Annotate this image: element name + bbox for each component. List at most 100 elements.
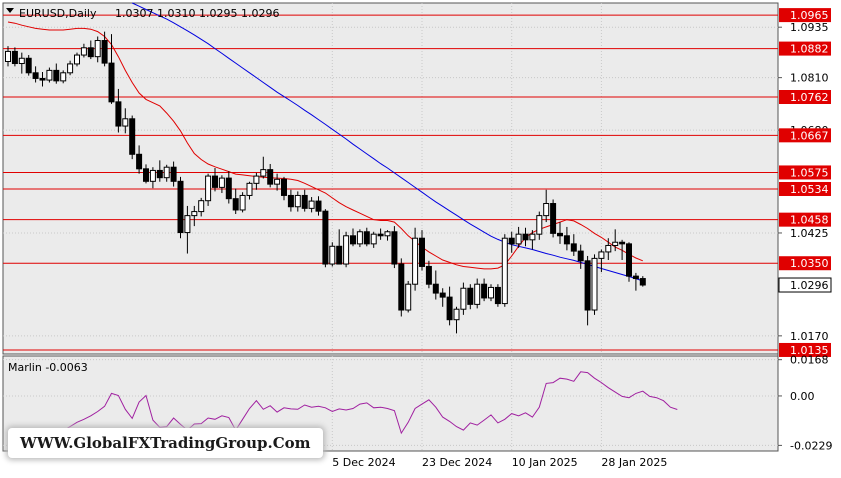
candle[interactable]	[370, 231, 377, 248]
candle[interactable]	[260, 156, 267, 179]
candle[interactable]	[94, 36, 101, 63]
candle[interactable]	[225, 171, 232, 204]
candle[interactable]	[570, 234, 577, 256]
candle[interactable]	[343, 231, 350, 268]
candle[interactable]	[232, 188, 239, 215]
candle[interactable]	[336, 229, 343, 265]
candle[interactable]	[501, 234, 508, 307]
candle-body-bullish	[74, 54, 80, 65]
candle[interactable]	[584, 255, 591, 326]
candle[interactable]	[384, 230, 391, 241]
candle[interactable]	[25, 55, 32, 76]
candle[interactable]	[308, 197, 315, 213]
candle[interactable]	[74, 52, 80, 67]
candle[interactable]	[619, 239, 626, 260]
candle-body-bearish	[467, 287, 474, 305]
candle[interactable]	[39, 71, 46, 87]
candle-body-bearish	[577, 250, 584, 262]
candle[interactable]	[481, 278, 488, 302]
moving-average-blue	[131, 2, 643, 282]
candle[interactable]	[508, 231, 515, 253]
candle[interactable]	[287, 189, 294, 212]
candle[interactable]	[274, 173, 281, 191]
candle[interactable]	[5, 46, 11, 67]
candle[interactable]	[350, 228, 356, 247]
candle[interactable]	[322, 209, 329, 268]
candle[interactable]	[543, 189, 550, 223]
candle[interactable]	[177, 176, 184, 239]
candle[interactable]	[212, 168, 218, 192]
candle[interactable]	[529, 230, 536, 250]
candle[interactable]	[598, 249, 605, 273]
candle[interactable]	[522, 227, 529, 247]
candle[interactable]	[267, 163, 274, 188]
candle[interactable]	[453, 306, 460, 334]
candle[interactable]	[577, 244, 584, 269]
candle[interactable]	[446, 286, 453, 326]
candle[interactable]	[253, 172, 260, 190]
candle[interactable]	[439, 288, 446, 307]
candle[interactable]	[488, 284, 494, 302]
candle[interactable]	[391, 226, 398, 269]
candle[interactable]	[218, 175, 225, 194]
candle[interactable]	[205, 173, 212, 206]
candle[interactable]	[425, 260, 432, 289]
candle[interactable]	[149, 167, 156, 189]
candle[interactable]	[67, 60, 74, 76]
candle[interactable]	[557, 222, 563, 244]
candle[interactable]	[639, 276, 646, 287]
candle[interactable]	[87, 40, 94, 60]
candle[interactable]	[122, 108, 129, 134]
candle[interactable]	[612, 229, 619, 252]
price-plot-area[interactable]	[2, 2, 779, 355]
candle[interactable]	[136, 145, 143, 174]
candle[interactable]	[11, 47, 18, 67]
candle[interactable]	[515, 226, 522, 248]
candle[interactable]	[281, 176, 287, 201]
candle[interactable]	[170, 161, 177, 187]
candle[interactable]	[605, 238, 612, 260]
candle[interactable]	[398, 258, 405, 317]
candle[interactable]	[246, 181, 253, 200]
candle[interactable]	[294, 191, 301, 212]
candle[interactable]	[329, 242, 336, 267]
candle[interactable]	[32, 66, 39, 83]
candle[interactable]	[460, 282, 467, 315]
candle[interactable]	[363, 227, 370, 247]
candle[interactable]	[419, 230, 425, 271]
candle[interactable]	[377, 228, 384, 240]
candle[interactable]	[563, 226, 570, 251]
candle[interactable]	[315, 196, 322, 216]
candle[interactable]	[356, 229, 363, 248]
candle[interactable]	[46, 67, 53, 83]
candle[interactable]	[101, 31, 108, 67]
candle[interactable]	[163, 164, 170, 182]
candle[interactable]	[474, 278, 481, 309]
candle[interactable]	[494, 284, 501, 307]
candle[interactable]	[80, 43, 87, 58]
candle[interactable]	[467, 284, 474, 310]
candle[interactable]	[432, 270, 439, 300]
dropdown-arrow-icon[interactable]	[6, 8, 14, 13]
candle[interactable]	[239, 192, 246, 213]
candle[interactable]	[405, 280, 412, 313]
candle[interactable]	[550, 199, 557, 238]
candle[interactable]	[536, 211, 543, 240]
candle[interactable]	[143, 164, 149, 184]
candle-body-bullish	[18, 57, 25, 65]
candle[interactable]	[301, 189, 308, 212]
candle[interactable]	[412, 227, 419, 291]
candle[interactable]	[129, 115, 136, 160]
candle[interactable]	[18, 52, 25, 74]
candle[interactable]	[626, 242, 632, 282]
candle[interactable]	[198, 197, 205, 217]
candle[interactable]	[156, 160, 163, 182]
candle[interactable]	[108, 34, 115, 104]
candle[interactable]	[191, 205, 198, 227]
candle[interactable]	[115, 88, 122, 133]
candle[interactable]	[632, 272, 639, 291]
candle[interactable]	[53, 63, 60, 84]
candle[interactable]	[184, 205, 191, 254]
candle[interactable]	[60, 70, 67, 84]
candle[interactable]	[591, 254, 598, 315]
